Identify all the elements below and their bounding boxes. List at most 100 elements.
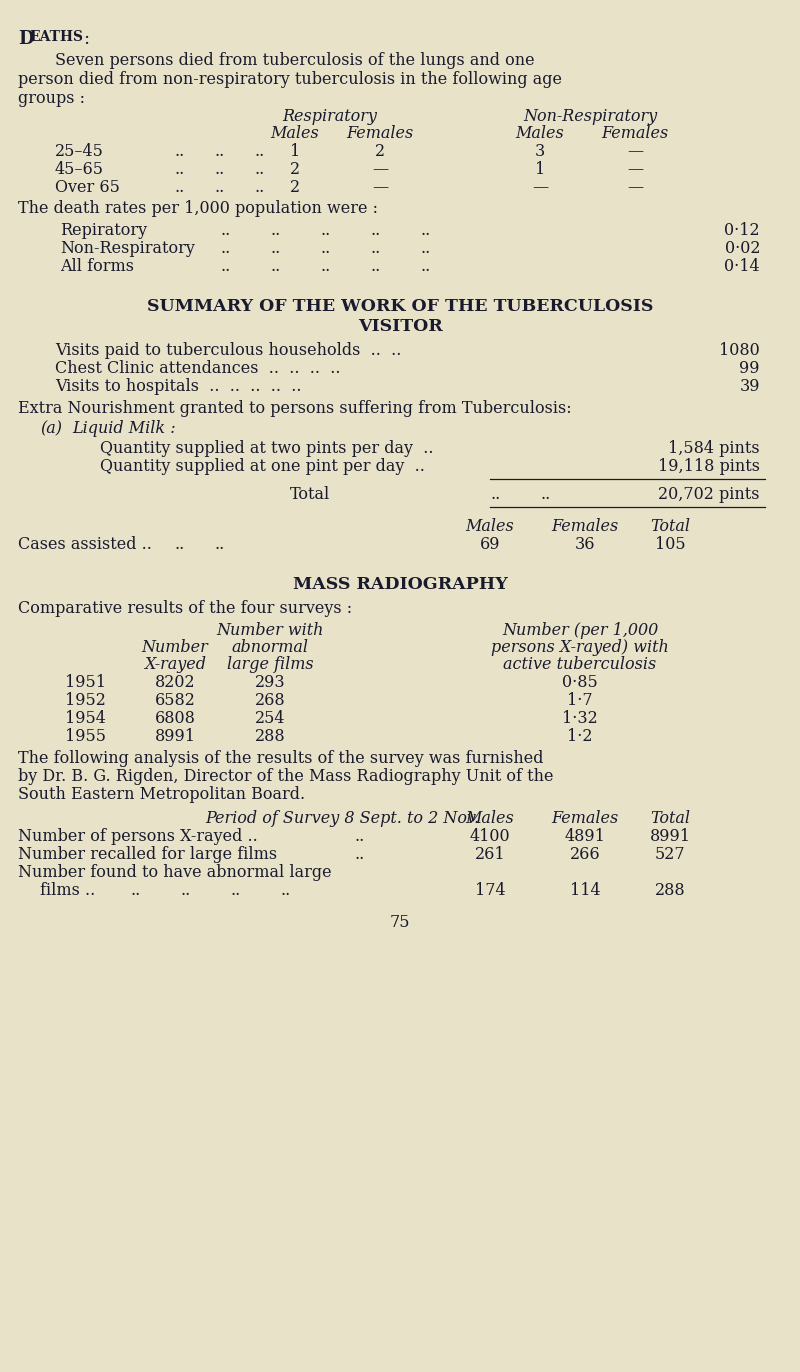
Text: ..: .. — [370, 222, 380, 239]
Text: Total: Total — [290, 486, 330, 504]
Text: large films: large films — [226, 656, 314, 674]
Text: Females: Females — [602, 125, 669, 141]
Text: —: — — [627, 178, 643, 196]
Text: Females: Females — [551, 519, 618, 535]
Text: 19,118 pints: 19,118 pints — [658, 458, 760, 475]
Text: ..: .. — [215, 143, 226, 161]
Text: Seven persons died from tuberculosis of the lungs and one: Seven persons died from tuberculosis of … — [55, 52, 534, 69]
Text: Number (per 1,000: Number (per 1,000 — [502, 622, 658, 639]
Text: 39: 39 — [739, 379, 760, 395]
Text: ..: .. — [490, 486, 500, 504]
Text: films ..: films .. — [40, 882, 95, 899]
Text: —: — — [627, 143, 643, 161]
Text: Females: Females — [551, 809, 618, 827]
Text: Total: Total — [650, 809, 690, 827]
Text: ..: .. — [175, 536, 186, 553]
Text: 288: 288 — [254, 729, 286, 745]
Text: ..: .. — [215, 536, 226, 553]
Text: Males: Males — [466, 809, 514, 827]
Text: ..: .. — [355, 827, 366, 845]
Text: ..: .. — [255, 178, 266, 196]
Text: All forms: All forms — [60, 258, 134, 274]
Text: 0·85: 0·85 — [562, 674, 598, 691]
Text: 6582: 6582 — [154, 691, 195, 709]
Text: ..: .. — [370, 240, 380, 257]
Text: ..: .. — [175, 143, 186, 161]
Text: 1·7: 1·7 — [567, 691, 593, 709]
Text: 1: 1 — [290, 143, 300, 161]
Text: —: — — [627, 161, 643, 178]
Text: ..: .. — [175, 178, 186, 196]
Text: Quantity supplied at one pint per day  ..: Quantity supplied at one pint per day .. — [100, 458, 425, 475]
Text: ..: .. — [220, 222, 230, 239]
Text: person died from non-respiratory tuberculosis in the following age: person died from non-respiratory tubercu… — [18, 71, 562, 88]
Text: MASS RADIOGRAPHY: MASS RADIOGRAPHY — [293, 576, 507, 593]
Text: Period of Survey 8 Sept. to 2 Nov.: Period of Survey 8 Sept. to 2 Nov. — [205, 809, 479, 827]
Text: ..: .. — [130, 882, 140, 899]
Text: ..: .. — [215, 161, 226, 178]
Text: 1952: 1952 — [65, 691, 106, 709]
Text: The following analysis of the results of the survey was furnished: The following analysis of the results of… — [18, 750, 543, 767]
Text: 8991: 8991 — [650, 827, 690, 845]
Text: 2: 2 — [375, 143, 385, 161]
Text: ..: .. — [420, 258, 430, 274]
Text: ..: .. — [270, 240, 280, 257]
Text: SUMMARY OF THE WORK OF THE TUBERCULOSIS: SUMMARY OF THE WORK OF THE TUBERCULOSIS — [147, 298, 653, 316]
Text: 99: 99 — [739, 359, 760, 377]
Text: 8991: 8991 — [154, 729, 195, 745]
Text: persons X-rayed) with: persons X-rayed) with — [491, 639, 669, 656]
Text: ..: .. — [220, 240, 230, 257]
Text: 254: 254 — [254, 709, 286, 727]
Text: 527: 527 — [654, 847, 686, 863]
Text: D: D — [18, 30, 34, 48]
Text: 288: 288 — [654, 882, 686, 899]
Text: :: : — [83, 30, 89, 48]
Text: 105: 105 — [654, 536, 686, 553]
Text: X-rayed: X-rayed — [144, 656, 206, 674]
Text: ..: .. — [180, 882, 190, 899]
Text: 45–65: 45–65 — [55, 161, 104, 178]
Text: 0·14: 0·14 — [724, 258, 760, 274]
Text: Total: Total — [650, 519, 690, 535]
Text: EATHS: EATHS — [29, 30, 83, 44]
Text: Comparative results of the four surveys :: Comparative results of the four surveys … — [18, 600, 352, 617]
Text: ..: .. — [220, 258, 230, 274]
Text: ..: .. — [320, 222, 330, 239]
Text: Males: Males — [270, 125, 319, 141]
Text: 1: 1 — [535, 161, 545, 178]
Text: 2: 2 — [290, 161, 300, 178]
Text: ..: .. — [175, 161, 186, 178]
Text: 261: 261 — [474, 847, 506, 863]
Text: 4891: 4891 — [565, 827, 606, 845]
Text: 174: 174 — [474, 882, 506, 899]
Text: 2: 2 — [290, 178, 300, 196]
Text: 1·32: 1·32 — [562, 709, 598, 727]
Text: 114: 114 — [570, 882, 600, 899]
Text: Non-Respiratory: Non-Respiratory — [60, 240, 195, 257]
Text: 4100: 4100 — [470, 827, 510, 845]
Text: Repiratory: Repiratory — [60, 222, 147, 239]
Text: Over 65: Over 65 — [55, 178, 120, 196]
Text: ..: .. — [215, 178, 226, 196]
Text: (a): (a) — [40, 420, 62, 438]
Text: 6808: 6808 — [154, 709, 195, 727]
Text: Quantity supplied at two pints per day  ..: Quantity supplied at two pints per day .… — [100, 440, 434, 457]
Text: Number: Number — [142, 639, 208, 656]
Text: Males: Males — [466, 519, 514, 535]
Text: Number recalled for large films: Number recalled for large films — [18, 847, 277, 863]
Text: Cases assisted ..: Cases assisted .. — [18, 536, 152, 553]
Text: 0·12: 0·12 — [724, 222, 760, 239]
Text: ..: .. — [255, 143, 266, 161]
Text: 75: 75 — [390, 914, 410, 932]
Text: Females: Females — [346, 125, 414, 141]
Text: Number with: Number with — [216, 622, 324, 639]
Text: VISITOR: VISITOR — [358, 318, 442, 335]
Text: ..: .. — [255, 161, 266, 178]
Text: —: — — [372, 178, 388, 196]
Text: Liquid Milk :: Liquid Milk : — [72, 420, 176, 438]
Text: Number found to have abnormal large: Number found to have abnormal large — [18, 864, 332, 881]
Text: 69: 69 — [480, 536, 500, 553]
Text: 25–45: 25–45 — [55, 143, 104, 161]
Text: South Eastern Metropolitan Board.: South Eastern Metropolitan Board. — [18, 786, 305, 803]
Text: Non-Respiratory: Non-Respiratory — [523, 108, 657, 125]
